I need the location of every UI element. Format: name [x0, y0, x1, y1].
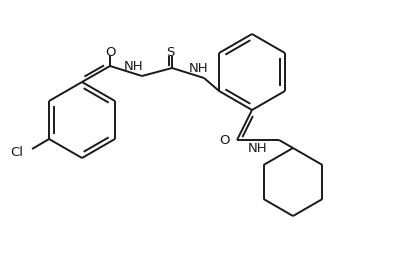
Text: NH: NH [189, 61, 209, 75]
Text: S: S [166, 47, 174, 59]
Text: Cl: Cl [10, 146, 23, 158]
Text: O: O [219, 133, 229, 147]
Text: O: O [106, 47, 116, 59]
Text: NH: NH [248, 143, 268, 155]
Text: NH: NH [124, 59, 144, 73]
